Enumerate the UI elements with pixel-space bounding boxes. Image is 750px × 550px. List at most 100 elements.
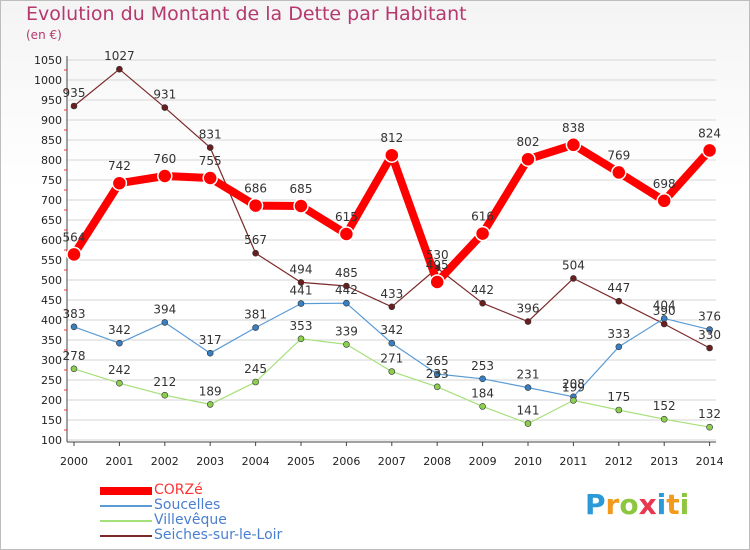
data-point-corz- [157, 168, 173, 184]
data-point-seiches-sur-le-loir [252, 249, 259, 257]
proxiti-logo: Proxiti [585, 488, 689, 521]
logo-letter: t [666, 488, 680, 521]
data-point-soucelles [524, 384, 532, 391]
data-point-corz- [247, 197, 264, 214]
data-point-soucelles [252, 324, 259, 331]
logo-letter: x [638, 488, 657, 521]
data-label-villev-que: 132 [698, 407, 721, 421]
data-label-corz-: 812 [380, 131, 403, 145]
data-label-seiches-sur-le-loir: 935 [63, 86, 86, 100]
data-label-seiches-sur-le-loir: 567 [244, 233, 267, 247]
y-tick-label: 450 [41, 294, 62, 307]
x-tick-label: 2010 [514, 455, 542, 468]
x-tick-label: 2011 [559, 455, 587, 468]
data-point-villev-que [206, 401, 214, 408]
legend-swatch-seiches [100, 535, 152, 537]
data-point-soucelles [206, 349, 214, 357]
data-label-seiches-sur-le-loir: 504 [562, 258, 585, 272]
data-label-seiches-sur-le-loir: 831 [199, 128, 222, 142]
data-label-villev-que: 233 [426, 367, 449, 381]
data-label-soucelles: 333 [607, 327, 630, 341]
data-point-villev-que [660, 415, 668, 423]
legend-label-villeveque: Villevêque [154, 512, 227, 528]
data-point-soucelles [479, 375, 486, 383]
data-label-corz-: 802 [517, 135, 540, 149]
data-label-soucelles: 376 [698, 310, 721, 324]
y-tick-label: 950 [41, 94, 62, 107]
y-tick-label: 250 [41, 374, 62, 387]
x-tick-label: 2002 [151, 455, 179, 468]
data-label-soucelles: 231 [517, 368, 540, 382]
y-tick-label: 650 [41, 214, 62, 227]
y-tick-label: 150 [41, 414, 62, 427]
y-tick-label: 300 [41, 354, 62, 367]
data-point-villev-que [388, 368, 396, 375]
data-label-soucelles: 441 [290, 284, 313, 298]
data-label-villev-que: 199 [562, 380, 585, 394]
legend-label-seiches: Seiches-sur-le-Loir [154, 527, 283, 543]
data-point-corz- [429, 274, 445, 290]
y-tick-label: 350 [41, 334, 62, 347]
data-label-seiches-sur-le-loir: 330 [698, 328, 721, 342]
data-point-soucelles [297, 300, 305, 307]
data-point-villev-que [524, 420, 532, 427]
y-tick-label: 200 [41, 394, 62, 407]
data-label-seiches-sur-le-loir: 447 [607, 281, 630, 295]
data-point-corz- [66, 246, 82, 263]
data-label-seiches-sur-le-loir: 931 [153, 88, 176, 102]
logo-letter: i [679, 488, 690, 521]
x-tick-label: 2004 [242, 455, 270, 468]
data-label-corz-: 495 [426, 258, 449, 272]
data-label-soucelles: 383 [63, 307, 86, 321]
data-point-corz- [293, 198, 309, 214]
data-label-seiches-sur-le-loir: 530 [426, 248, 449, 262]
data-label-soucelles: 342 [108, 323, 131, 337]
data-label-corz-: 564 [63, 230, 86, 244]
data-point-soucelles [161, 319, 169, 326]
data-label-corz-: 838 [562, 121, 585, 135]
data-point-villev-que [570, 397, 577, 404]
x-tick-label: 2007 [378, 455, 406, 468]
x-tick-label: 2008 [423, 455, 451, 468]
data-point-soucelles [343, 299, 350, 307]
data-point-seiches-sur-le-loir [388, 303, 396, 311]
data-label-corz-: 616 [471, 210, 494, 224]
x-tick-label: 2009 [469, 455, 497, 468]
data-point-villev-que [70, 365, 78, 373]
data-point-villev-que [161, 391, 169, 399]
data-label-villev-que: 152 [653, 399, 676, 413]
data-point-seiches-sur-le-loir [479, 299, 486, 307]
data-label-villev-que: 353 [290, 319, 313, 333]
y-tick-label: 100 [41, 434, 62, 447]
data-point-corz- [520, 151, 536, 167]
data-point-seiches-sur-le-loir [70, 102, 78, 110]
chart-title: Evolution du Montant de la Dette par Hab… [26, 3, 467, 25]
y-tick-label: 700 [41, 194, 62, 207]
data-point-soucelles [615, 343, 623, 351]
data-point-corz- [384, 147, 400, 163]
x-tick-label: 2005 [287, 455, 315, 468]
y-tick-label: 550 [41, 254, 62, 267]
y-tick-label: 400 [41, 314, 62, 327]
data-point-soucelles [706, 326, 713, 333]
data-label-villev-que: 141 [517, 404, 540, 418]
x-tick-label: 2012 [605, 455, 633, 468]
legend-label-soucelles: Soucelles [154, 497, 221, 513]
data-point-seiches-sur-le-loir [343, 282, 350, 290]
data-point-corz- [474, 225, 491, 242]
legend-swatch-villeveque [100, 520, 152, 522]
data-label-villev-que: 175 [607, 390, 630, 404]
data-label-soucelles: 381 [244, 308, 267, 322]
data-point-villev-que [297, 335, 305, 343]
data-label-seiches-sur-le-loir: 494 [290, 262, 313, 276]
data-label-villev-que: 339 [335, 324, 358, 338]
data-label-soucelles: 265 [426, 354, 449, 368]
chart-subtitle: (en €) [26, 28, 62, 42]
data-point-corz- [565, 137, 582, 153]
data-label-villev-que: 278 [63, 349, 86, 363]
data-point-corz- [656, 193, 672, 209]
data-label-seiches-sur-le-loir: 442 [471, 283, 494, 297]
data-point-seiches-sur-le-loir [524, 318, 532, 325]
x-tick-label: 2000 [60, 455, 88, 468]
